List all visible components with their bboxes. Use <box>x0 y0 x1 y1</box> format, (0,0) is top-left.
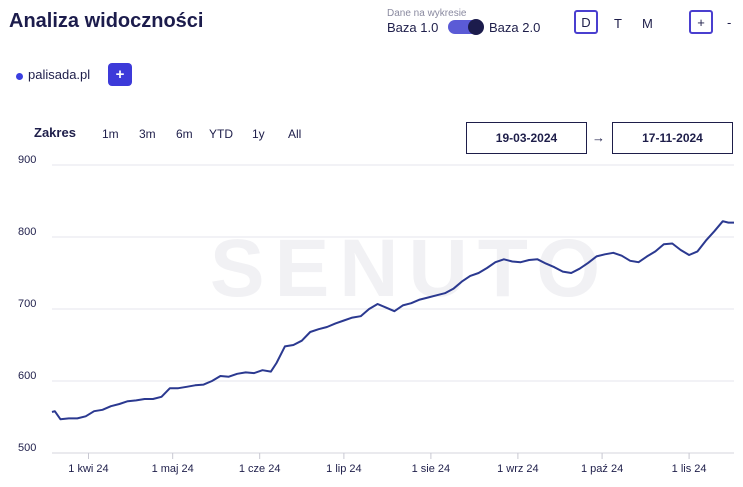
x-tick-label: 1 wrz 24 <box>497 463 539 475</box>
granularity-month-button[interactable]: M <box>642 16 653 31</box>
date-to-input[interactable]: 17-11-2024 <box>612 122 733 154</box>
data-source-caption: Dane na wykresie <box>387 8 467 19</box>
base-toggle[interactable] <box>448 19 484 35</box>
chart-grid <box>52 164 734 454</box>
y-tick-label: 500 <box>18 442 36 454</box>
chart-watermark: SENUTO <box>210 223 610 314</box>
legend-domain-label[interactable]: palisada.pl <box>28 67 91 82</box>
x-tick-label: 1 lis 24 <box>672 463 707 475</box>
date-range-arrow: → <box>592 130 605 145</box>
date-from-input[interactable]: 19-03-2024 <box>466 122 587 154</box>
y-tick-label: 700 <box>18 298 36 310</box>
x-tick-label: 1 cze 24 <box>239 463 281 475</box>
granularity-week-button[interactable]: T <box>614 16 622 31</box>
range-button-3m[interactable]: 3m <box>139 127 156 141</box>
y-tick-label: 800 <box>18 226 36 238</box>
base-1-label[interactable]: Baza 1.0 <box>387 20 439 35</box>
range-button-all[interactable]: All <box>288 127 302 141</box>
y-axis-labels: 900 800 700 600 500 <box>18 154 36 454</box>
range-label: Zakres <box>34 125 76 140</box>
add-domain-button[interactable]: + <box>108 63 132 86</box>
series-line-palisada[interactable] <box>51 220 734 421</box>
y-tick-label: 600 <box>18 370 36 382</box>
zoom-out-button[interactable]: - <box>727 15 732 30</box>
x-tick-label: 1 maj 24 <box>152 463 194 475</box>
x-tick-label: 1 kwi 24 <box>68 463 108 475</box>
range-button-1y[interactable]: 1y <box>252 127 265 141</box>
granularity-day-button[interactable]: D <box>574 10 598 34</box>
range-button-ytd[interactable]: YTD <box>209 127 233 141</box>
legend-dot-icon <box>16 73 23 80</box>
x-tick-label: 1 lip 24 <box>326 463 361 475</box>
range-button-1m[interactable]: 1m <box>102 127 119 141</box>
range-button-6m[interactable]: 6m <box>176 127 193 141</box>
toggle-knob[interactable] <box>468 19 484 35</box>
y-tick-label: 900 <box>18 154 36 166</box>
page-title: Analiza widoczności <box>9 10 204 32</box>
zoom-in-button[interactable]: + <box>689 10 713 34</box>
x-tick-label: 1 paź 24 <box>581 463 623 475</box>
x-tick-label: 1 sie 24 <box>412 463 451 475</box>
x-axis: 1 kwi 24 1 maj 24 1 cze 24 1 lip 24 1 sie 24… <box>68 453 707 475</box>
base-2-label[interactable]: Baza 2.0 <box>489 20 541 35</box>
